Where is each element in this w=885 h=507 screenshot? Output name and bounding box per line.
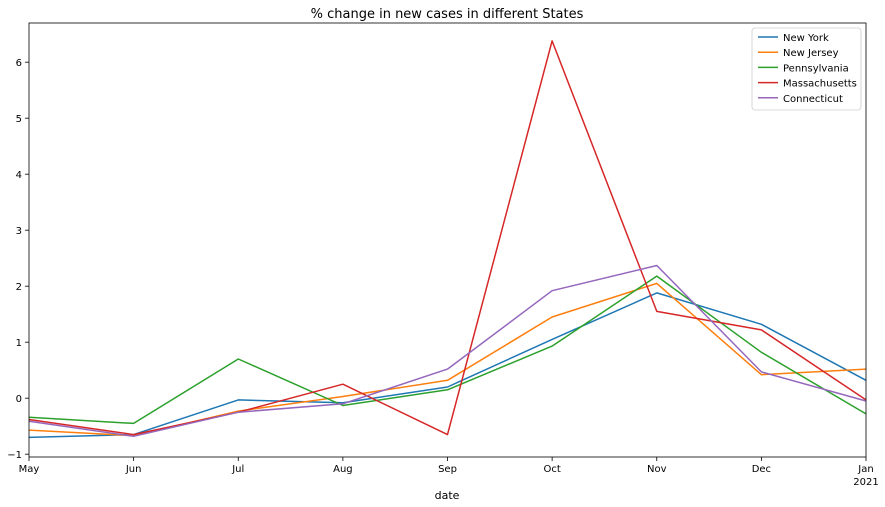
legend-box	[751, 27, 862, 111]
series-line-massachusetts	[28, 40, 867, 436]
legend-label: New Jersey	[783, 48, 839, 59]
y-tick-label: 0	[16, 394, 22, 405]
legend-label: Pennsylvania	[783, 63, 849, 74]
y-tick-label: 3	[16, 226, 22, 237]
y-tick-label: 1	[16, 338, 22, 349]
x-tick-label: Jun	[125, 464, 142, 475]
x-tick-label: Jul	[231, 464, 244, 475]
y-tick-label: 6	[16, 58, 22, 69]
plot-frame	[28, 22, 867, 458]
legend-label: Connecticut	[783, 94, 843, 105]
series-line-new-york	[28, 292, 867, 439]
legend-label: New York	[783, 33, 829, 44]
x-tick-label: Jan	[857, 464, 873, 475]
x-tick-label: May	[19, 464, 40, 475]
series-line-connecticut	[28, 264, 867, 438]
x-tick-label: Sep	[438, 464, 457, 475]
y-tick-label: −1	[7, 450, 22, 461]
x-tick-label: Aug	[333, 464, 353, 475]
legend: New York New Jersey Pennsylvania Massachuse…	[751, 27, 862, 111]
legend-label: Massachusetts	[783, 79, 857, 90]
y-tick-label: 5	[16, 114, 22, 125]
series-layer	[28, 40, 867, 439]
y-tick-label: 2	[16, 282, 22, 293]
series-line-new-jersey	[28, 282, 867, 437]
chart-title: % change in new cases in different State…	[311, 7, 584, 22]
y-tick-label: 4	[16, 170, 22, 181]
x-tick-label: Nov	[647, 464, 667, 475]
axes-layer: May Jun Jul Aug Sep Oct Nov Dec Jan 2021 −1 0 1 2 3 4 5 6	[7, 58, 878, 488]
x-tick-sublabel: 2021	[853, 477, 878, 488]
x-axis-label: date	[435, 489, 460, 502]
series-line-pennsylvania	[28, 275, 867, 425]
x-tick-label: Dec	[752, 464, 771, 475]
x-tick-label: Oct	[543, 464, 560, 475]
